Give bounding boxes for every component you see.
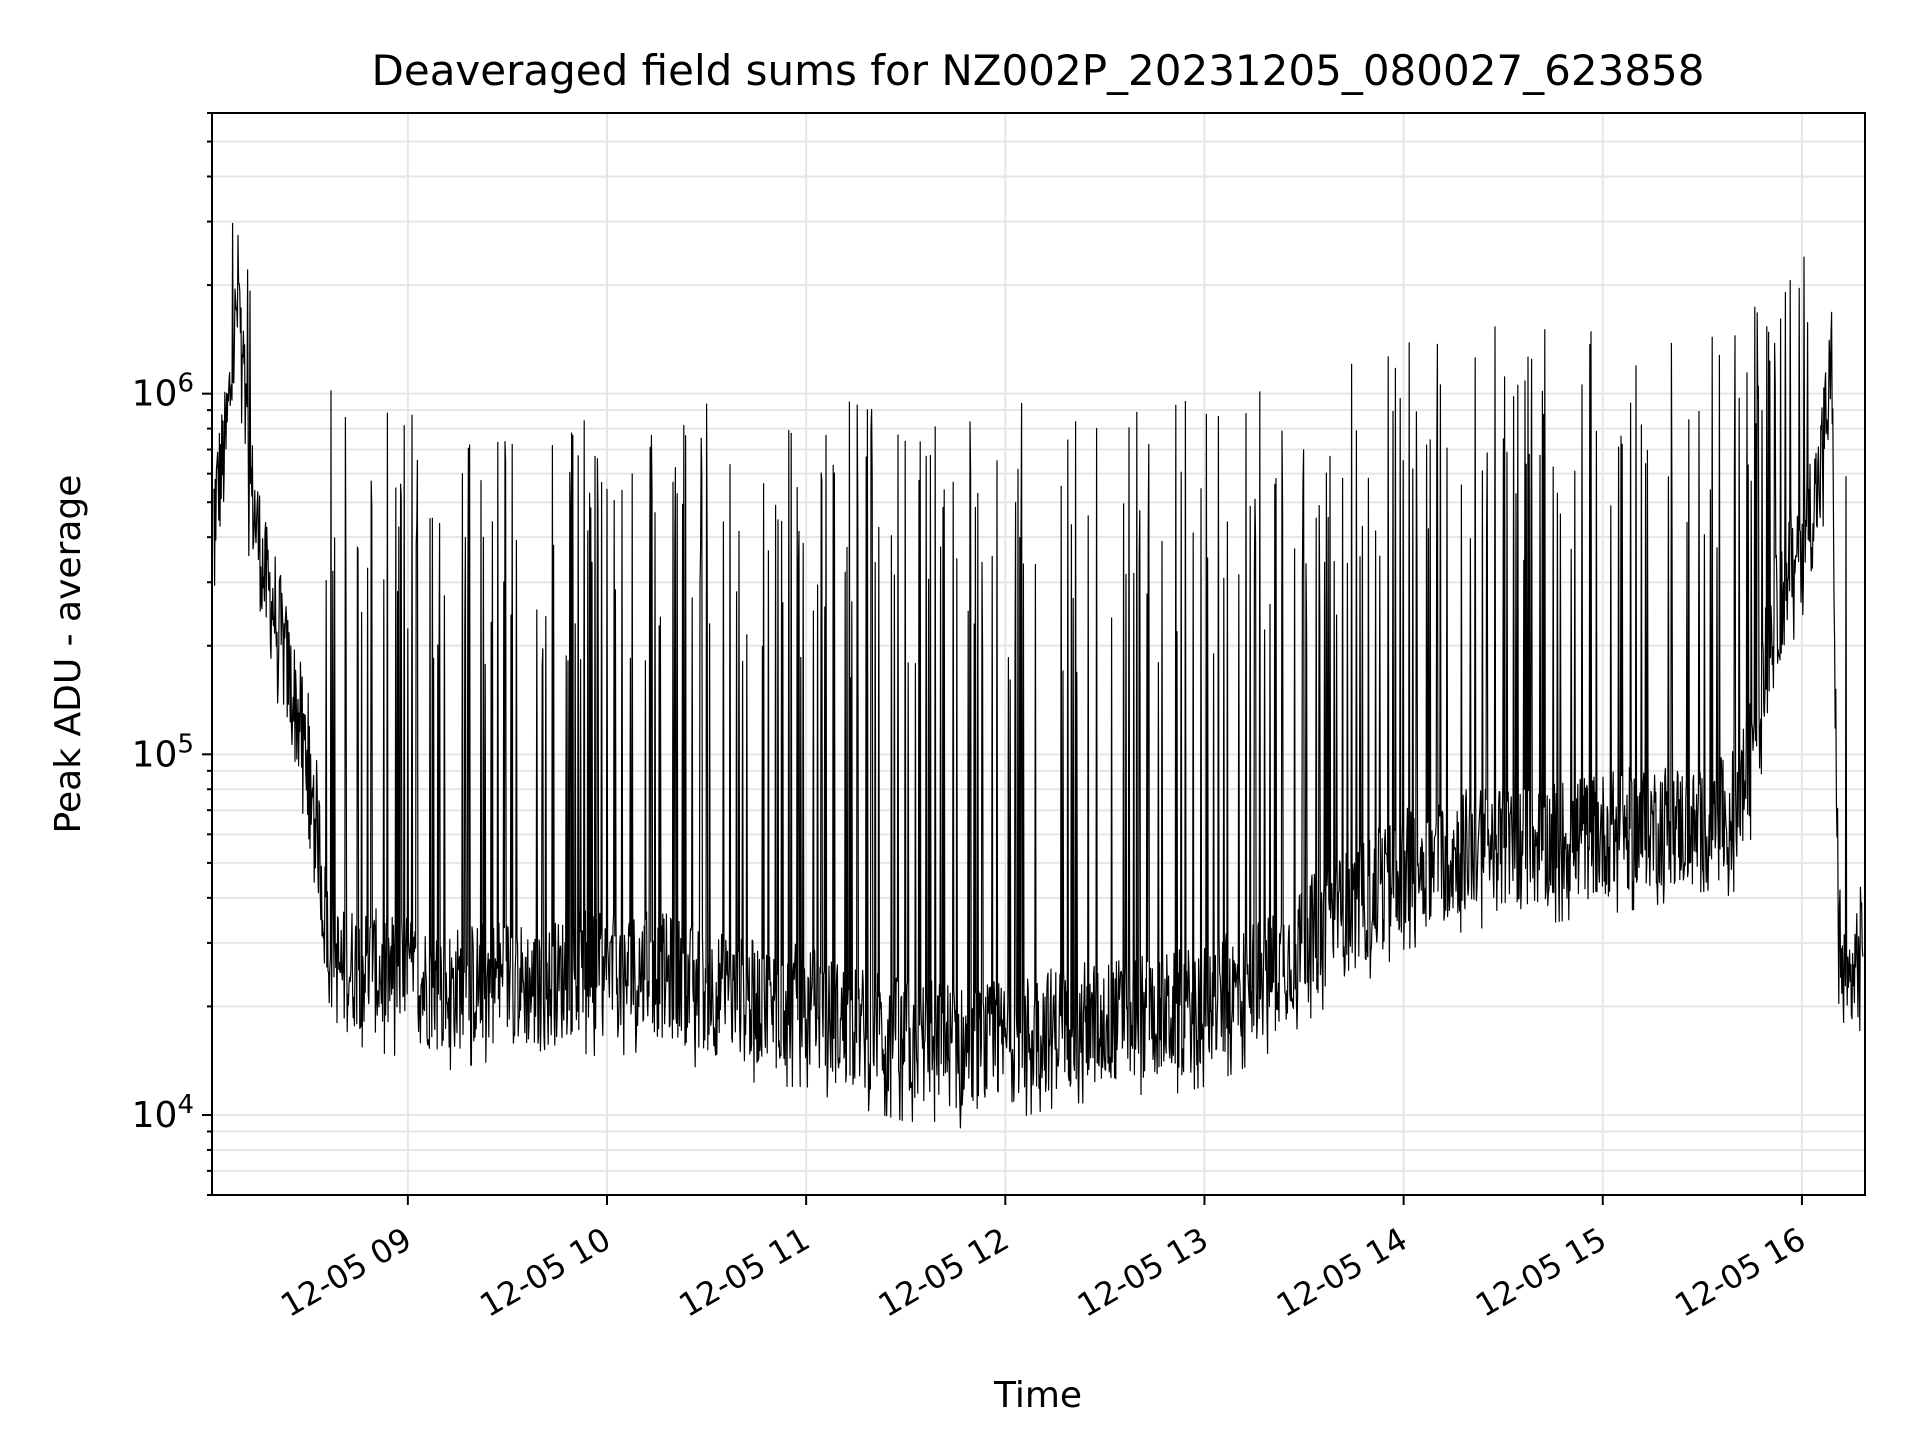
y-tick-label: 105 (132, 729, 194, 775)
y-axis-label: Peak ADU - average (48, 475, 89, 834)
x-tick-label: 12-05 10 (473, 1220, 617, 1325)
series-line (213, 222, 1864, 1129)
x-axis-label: Time (993, 1375, 1082, 1416)
series-layer (213, 222, 1864, 1129)
x-tick-label: 12-05 15 (1469, 1220, 1613, 1325)
chart-title: Deaveraged field sums for NZ002P_2023120… (372, 46, 1705, 95)
y-tick-label: 106 (132, 369, 194, 415)
x-tick-label: 12-05 09 (274, 1220, 418, 1325)
x-tick-label: 12-05 14 (1270, 1220, 1414, 1325)
x-tick-label: 12-05 11 (673, 1220, 817, 1325)
x-tick-label: 12-05 12 (872, 1220, 1016, 1325)
x-tick-label: 12-05 16 (1668, 1220, 1812, 1325)
x-tick-label: 12-05 13 (1071, 1220, 1215, 1325)
y-tick-label: 104 (132, 1090, 194, 1136)
plot-frame (211, 112, 1866, 1196)
